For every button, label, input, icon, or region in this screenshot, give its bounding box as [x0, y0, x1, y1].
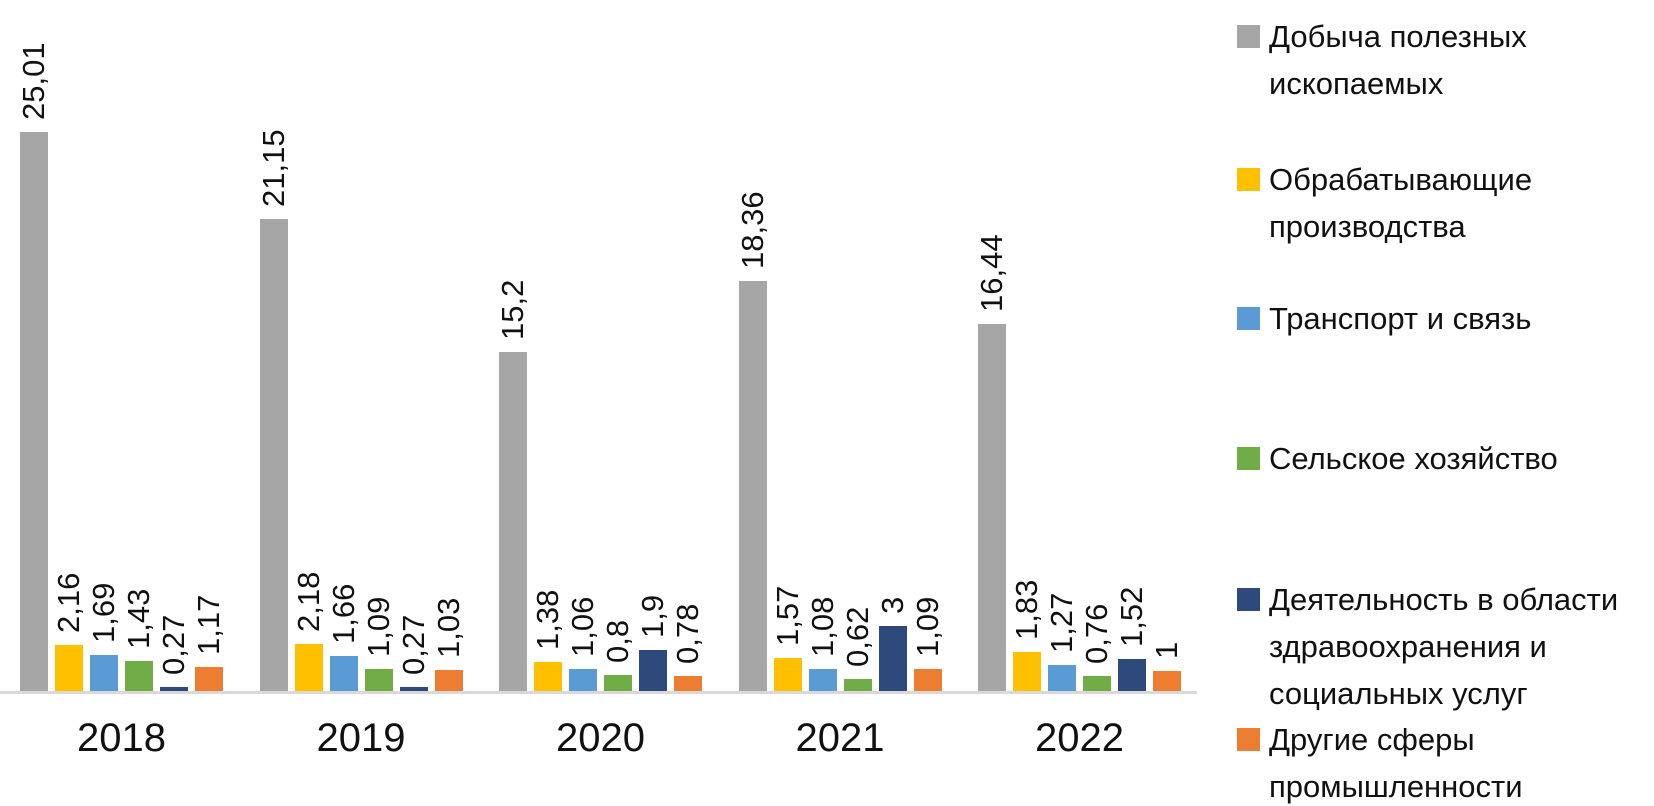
legend-swatch-icon — [1237, 728, 1260, 751]
bar-value-label: 1,66 — [325, 583, 361, 644]
legend-item: Деятельность в области здравоохранения и… — [1237, 576, 1631, 717]
bar — [434, 669, 463, 693]
legend-item: Сельское хозяйство — [1237, 435, 1631, 482]
bar — [55, 644, 83, 693]
legend-swatch-icon — [1237, 447, 1260, 470]
bar — [534, 662, 562, 693]
bar — [738, 281, 767, 693]
bar-value-label: 1,17 — [191, 594, 226, 655]
bar — [604, 675, 632, 693]
bar-value-label: 1,03 — [430, 597, 466, 658]
bar-value-label: 1,9 — [635, 595, 670, 639]
legend-label: Другие сферы промышленности — [1269, 722, 1523, 804]
legend-swatch-icon — [1237, 588, 1260, 611]
bar-value-label: 1,69 — [86, 582, 121, 644]
bar-value-label: 2,18 — [290, 571, 326, 633]
bar-value-label: 1,09 — [909, 596, 945, 657]
bar-value-label: 25,01 — [16, 42, 51, 120]
bar — [1118, 658, 1146, 693]
bar-value-label: 1,08 — [804, 596, 840, 657]
bar-value-label: 21,15 — [255, 129, 291, 207]
bar — [913, 668, 942, 693]
bar-value-label: 1 — [1149, 641, 1184, 659]
plot-area: 25,01 2,16 1,69 1,43 0,27 1,17 21,15 2,18 1,66 1,… — [16, 42, 1184, 693]
bar-value-label: 0,76 — [1079, 603, 1114, 664]
bar-value-label: 1,43 — [121, 588, 156, 649]
legend: Добыча полезных ископаемых Обрабатывающие… — [1228, 0, 1654, 806]
x-axis-label: 2022 — [1035, 716, 1124, 760]
bar — [1048, 664, 1076, 693]
x-axis-line — [0, 691, 1197, 694]
bar-value-label: 1,83 — [1009, 579, 1044, 640]
legend-swatch-icon — [1237, 168, 1260, 191]
bar — [773, 657, 802, 693]
bar-value-label: 1,52 — [1114, 586, 1149, 647]
legend-label: Обрабатывающие производства — [1269, 162, 1533, 244]
x-axis-label: 2019 — [316, 716, 406, 760]
bar — [1083, 675, 1111, 693]
bar — [294, 644, 323, 693]
bar — [808, 668, 837, 693]
bar-value-label: 1,27 — [1044, 592, 1079, 653]
bar — [90, 655, 118, 693]
legend-item: Транспорт и связь — [1237, 295, 1631, 342]
legend-label: Транспорт и связь — [1269, 301, 1532, 336]
bar — [364, 668, 393, 693]
bar — [569, 669, 597, 693]
bar-value-label: 2,16 — [51, 572, 86, 633]
bar-value-label: 3 — [874, 596, 910, 614]
bar-value-label: 16,44 — [974, 234, 1009, 313]
bar — [195, 666, 223, 693]
bar — [259, 218, 288, 693]
x-axis-label: 2020 — [556, 716, 645, 760]
legend-label: Добыча полезных ископаемых — [1269, 19, 1527, 101]
bar — [20, 132, 48, 693]
bar-value-label: 1,57 — [769, 585, 805, 646]
bar — [674, 675, 702, 693]
bar-value-label: 0,62 — [839, 606, 875, 668]
bar — [878, 625, 907, 693]
x-axis-label: 2018 — [77, 716, 166, 760]
legend-item: Обрабатывающие производства — [1237, 156, 1631, 250]
legend-item: Другие сферы промышленности — [1237, 716, 1631, 806]
bar — [978, 324, 1006, 693]
bar-value-label: 1,09 — [360, 596, 396, 657]
bar — [125, 660, 153, 693]
bar — [1013, 651, 1041, 693]
bar — [329, 655, 358, 693]
bar — [843, 679, 872, 693]
bar-value-label: 18,36 — [734, 191, 770, 270]
bar-value-label: 0,27 — [156, 614, 191, 675]
bar-value-label: 0,27 — [395, 614, 431, 675]
legend-label: Деятельность в области здравоохранения и… — [1269, 582, 1619, 711]
legend-label: Сельское хозяйство — [1269, 441, 1558, 476]
bar-value-label: 1,06 — [565, 596, 600, 658]
bar — [1153, 670, 1181, 693]
bar — [160, 686, 188, 693]
bar-value-label: 15,2 — [495, 279, 530, 341]
bar-value-label: 0,8 — [600, 619, 635, 664]
bar — [639, 650, 667, 693]
x-axis-label: 2021 — [795, 716, 885, 760]
bar — [399, 686, 428, 693]
legend-swatch-icon — [1237, 25, 1260, 48]
bar-value-label: 1,38 — [530, 589, 565, 651]
legend-swatch-icon — [1237, 307, 1260, 330]
legend-item: Добыча полезных ископаемых — [1237, 13, 1631, 107]
bar — [499, 352, 527, 693]
bar-value-label: 0,78 — [670, 603, 705, 664]
